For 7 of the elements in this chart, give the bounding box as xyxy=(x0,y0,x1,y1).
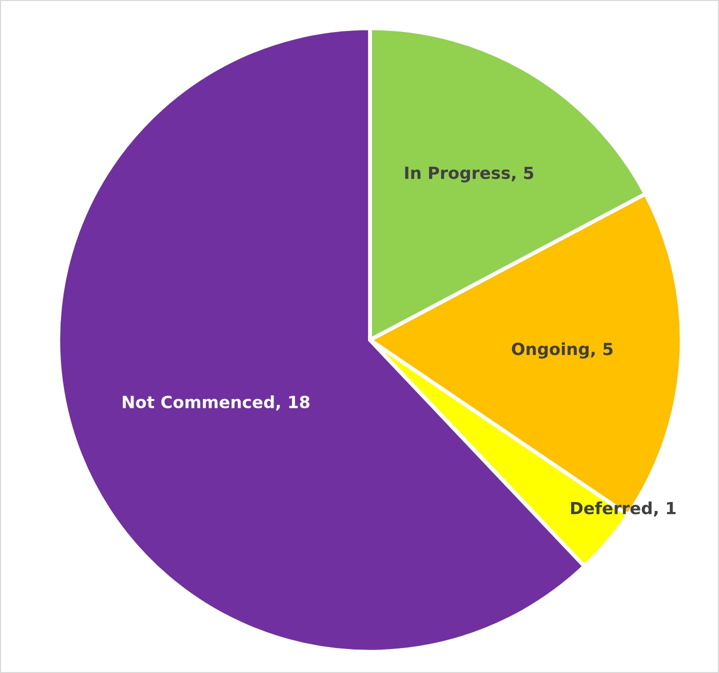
slice-label: Not Commenced xyxy=(122,395,274,408)
slice-label: In Progress xyxy=(405,166,510,182)
data-label: , 5 xyxy=(512,166,534,182)
data-label: , 5 xyxy=(590,342,613,358)
slice-label: Ongoing xyxy=(512,342,589,359)
data-label: , 18 xyxy=(276,396,310,410)
data-label: , 1 xyxy=(654,502,676,517)
